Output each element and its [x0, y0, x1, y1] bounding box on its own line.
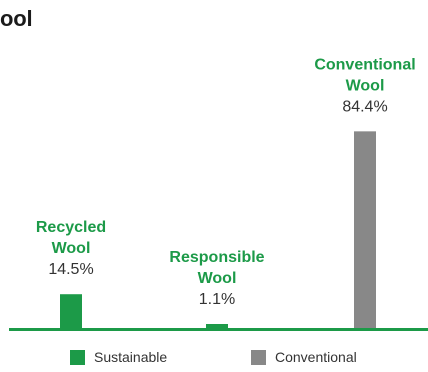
value-label-recycled-wool: 14.5%	[48, 261, 93, 278]
legend-swatch-conventional	[251, 349, 266, 365]
category-label-recycled-wool-line-2: Wool	[52, 240, 91, 257]
category-label-responsible-wool-line-1: Responsible	[169, 249, 264, 266]
legend-item-conventional: Conventional	[251, 349, 357, 365]
chart-title: ool	[0, 6, 33, 31]
legend-label-conventional: Conventional	[275, 349, 357, 365]
legend-label-sustainable: Sustainable	[94, 349, 168, 365]
category-label-responsible-wool-line-2: Wool	[198, 270, 237, 287]
value-label-conventional-wool: 84.4%	[342, 98, 387, 115]
category-label-conventional-wool-line-1: Conventional	[314, 56, 415, 73]
value-label-responsible-wool: 1.1%	[199, 291, 235, 308]
category-label-conventional-wool-line-2: Wool	[346, 77, 385, 94]
bar-conventional-wool	[354, 131, 376, 328]
bar-recycled-wool	[60, 294, 82, 328]
legend-swatch-sustainable	[70, 349, 85, 365]
bar-responsible-wool	[206, 324, 228, 328]
legend: Sustainable Conventional	[0, 349, 428, 367]
legend-item-sustainable: Sustainable	[70, 349, 167, 365]
category-label-recycled-wool-line-1: Recycled	[36, 219, 106, 236]
